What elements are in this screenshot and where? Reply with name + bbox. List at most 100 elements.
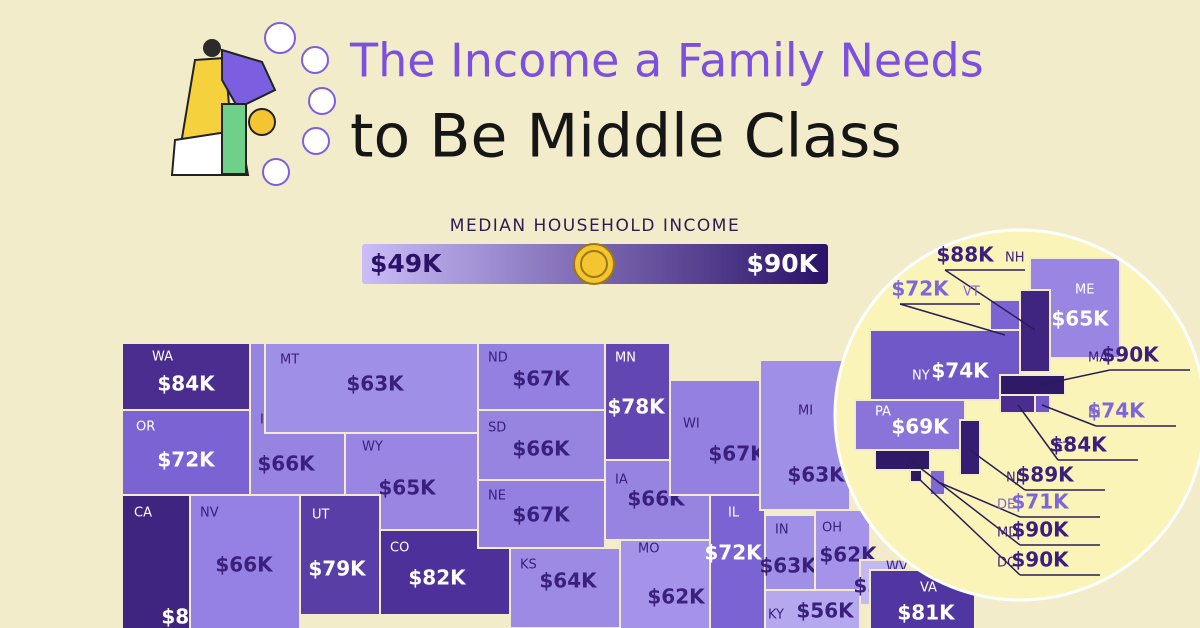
state-value-label: $63K	[759, 554, 818, 578]
state-value-label: $84K	[157, 372, 216, 396]
state-value-label: $56K	[796, 599, 855, 623]
state	[669, 379, 761, 496]
state-abbr: NH	[1005, 251, 1025, 266]
state-abbr: CA	[134, 506, 152, 521]
state-value-label: $71K	[1011, 490, 1070, 514]
state	[121, 494, 191, 628]
leader-line	[937, 481, 1021, 518]
state-abbr: MI	[798, 404, 813, 419]
leader-line	[915, 475, 1021, 576]
state-value-label: $67K	[708, 442, 767, 466]
state-value-label: $69K	[891, 415, 950, 439]
illustration	[170, 22, 336, 186]
state-abbr: WY	[362, 440, 383, 455]
state	[929, 469, 946, 496]
state-abbr: NE	[488, 489, 506, 504]
state-value-label: $65K	[378, 476, 437, 500]
coin-icon	[573, 243, 615, 285]
state-value-label: $66K	[215, 553, 274, 577]
state-abbr: MT	[280, 353, 299, 368]
leader-line	[969, 449, 1026, 491]
state-abbr: RI	[1088, 407, 1101, 422]
state-abbr: MA	[1088, 351, 1108, 366]
state-value-label: $89K	[1016, 463, 1075, 487]
state-value-label: $72K	[704, 541, 763, 565]
state-abbr: MO	[638, 542, 659, 557]
state-abbr: DC	[997, 556, 1016, 571]
state-abbr: CO	[390, 541, 409, 556]
leader-line	[909, 459, 1021, 546]
state	[854, 399, 966, 451]
state	[764, 514, 816, 601]
state-abbr: UT	[312, 508, 330, 523]
map: WA$84KOR$72KCA$85KNV$66KID$66KMT$63KWY$6…	[121, 342, 976, 628]
leader-line	[1041, 404, 1097, 427]
state-value-label: $72K	[157, 448, 216, 472]
state-abbr: OR	[136, 420, 155, 435]
state	[959, 419, 981, 476]
title-line-2: to Be Middle Class	[350, 102, 902, 172]
state-abbr: CT	[1054, 441, 1071, 456]
state-abbr: KS	[520, 558, 537, 573]
coin-icon-ring	[580, 250, 608, 278]
state-abbr: WI	[683, 417, 700, 432]
state-abbr: PA	[875, 405, 891, 420]
state-abbr: NJ	[1006, 471, 1020, 486]
legend-min: $49K	[370, 249, 443, 278]
state	[999, 394, 1036, 414]
state-abbr: ME	[1075, 283, 1094, 298]
state	[764, 589, 861, 628]
state	[619, 539, 711, 628]
state	[189, 494, 301, 628]
state-abbr: MN	[615, 351, 636, 366]
state-abbr: WA	[152, 350, 173, 365]
state-abbr: IA	[615, 473, 628, 488]
state-abbr: SD	[488, 421, 506, 436]
state-value-label: $63K	[787, 463, 846, 487]
state	[869, 329, 1021, 401]
leader-line	[1039, 369, 1111, 386]
state	[874, 449, 931, 471]
state-value-label: $90K	[1011, 518, 1070, 542]
state	[869, 569, 976, 628]
state-value-label: $66K	[512, 437, 571, 461]
legend-title: MEDIAN HOUSEHOLD INCOME	[450, 216, 740, 236]
state-value-label: $64K	[539, 569, 598, 593]
state-abbr: NV	[200, 506, 219, 521]
state-value-label: $74K	[931, 359, 990, 383]
state-abbr: ND	[488, 351, 508, 366]
state-value-label: $90K	[1101, 343, 1160, 367]
state	[709, 494, 766, 628]
state-abbr: KY	[768, 608, 784, 623]
state-abbr: DE	[997, 498, 1015, 513]
state	[1019, 289, 1051, 373]
title-line-1: The Income a Family Needs	[349, 34, 984, 88]
state	[814, 509, 871, 591]
state	[999, 374, 1066, 396]
leader-line	[899, 303, 1006, 336]
state-value-label: $78K	[607, 395, 666, 419]
state-value-label: $82K	[408, 566, 467, 590]
state-abbr: IN	[775, 523, 789, 538]
state-value-label: $67K	[512, 503, 571, 527]
state-abbr: OH	[822, 521, 842, 536]
state-value-label: $84K	[1049, 433, 1108, 457]
state-value-label: $66K	[257, 452, 316, 476]
state-value-label: $79K	[308, 557, 367, 581]
state-value-label: $74K	[1087, 399, 1146, 423]
state-value-label: $67K	[512, 367, 571, 391]
state-value-label: $81K	[897, 601, 956, 625]
state-value-label: $62K	[647, 585, 706, 609]
state-value-label: $88K	[936, 243, 995, 267]
state	[299, 494, 381, 616]
state-value-label: $63K	[346, 372, 405, 396]
state-abbr: VT	[963, 285, 980, 300]
state-value-label: $90K	[1011, 548, 1070, 572]
state-abbr: VA	[920, 581, 937, 596]
state-abbr: IL	[728, 506, 740, 521]
zoom-states	[854, 257, 1121, 496]
leader-line	[1017, 404, 1059, 461]
state-abbr: MD	[997, 526, 1018, 541]
